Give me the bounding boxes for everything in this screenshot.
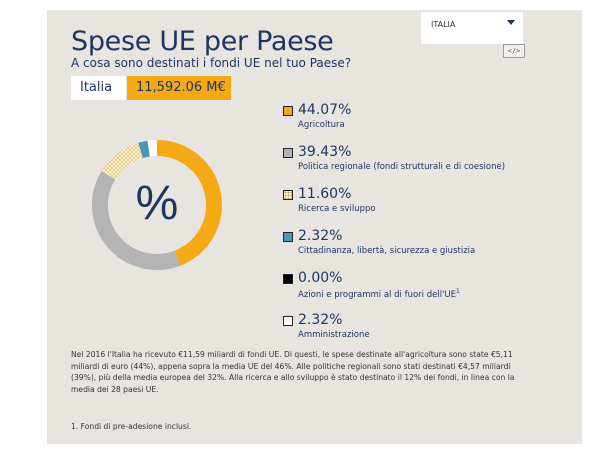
total-amount-badge: 11,592.06 M€ [127, 76, 231, 100]
legend-swatch [283, 106, 293, 116]
legend-swatch [283, 316, 293, 326]
legend-value: 39.43% [298, 144, 352, 160]
legend-label: Agricoltura [298, 120, 345, 130]
embed-code-button[interactable]: </> [503, 44, 525, 58]
legend-swatch [283, 148, 293, 158]
legend-swatch [283, 232, 293, 242]
page-subtitle: A cosa sono destinati i fondi UE nel tuo… [71, 56, 352, 70]
legend-value: 11.60% [298, 186, 352, 202]
donut-slice-2[interactable] [101, 142, 144, 180]
footnote-mark: 1 [456, 288, 460, 295]
legend-value: 44.07% [298, 102, 352, 118]
legend-label: Azioni e programmi al di fuori dell'UE1 [298, 288, 460, 300]
legend-swatch [283, 274, 293, 284]
legend-value: 2.32% [298, 312, 343, 328]
percent-symbol: % [136, 177, 179, 230]
legend-label: Ricerca e sviluppo [298, 204, 376, 214]
legend-label: Politica regionale (fondi strutturali e … [298, 162, 506, 172]
summary-note: Nel 2016 l'Italia ha ricevuto €11,59 mil… [71, 350, 515, 394]
eu-spending-panel: Spese UE per Paese A cosa sono destinati… [47, 10, 582, 444]
country-select[interactable]: ITALIA [421, 12, 523, 44]
donut-slice-0[interactable] [156, 140, 222, 266]
country-label: Italia [71, 76, 126, 100]
chevron-down-icon [507, 20, 515, 25]
donut-slice-5[interactable] [147, 140, 158, 157]
legend-swatch [283, 190, 293, 200]
footnote: 1. Fondi di pre-adesione inclusi. [71, 422, 192, 431]
legend-value: 0.00% [298, 270, 343, 286]
legend-label: Amministrazione [298, 330, 370, 340]
legend-label: Cittadinanza, libertà, sicurezza e giust… [298, 246, 476, 256]
donut-slice-3[interactable] [138, 140, 151, 159]
donut-slice-1[interactable] [92, 171, 181, 270]
donut-chart: % [92, 140, 222, 270]
country-select-value: ITALIA [431, 20, 456, 29]
legend-value: 2.32% [298, 228, 343, 244]
page-title: Spese UE per Paese [71, 26, 334, 57]
